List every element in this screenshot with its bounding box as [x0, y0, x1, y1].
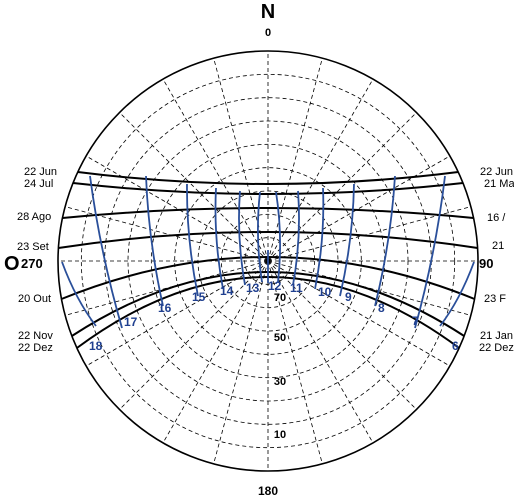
date-label-right-fev: 23 F	[484, 293, 506, 305]
azimuth-spoke	[85, 260, 269, 367]
hour-curve-10	[292, 190, 300, 286]
hour-label-13: 13	[246, 281, 260, 295]
azimuth-spoke	[267, 260, 374, 444]
hour-curve-13	[257, 191, 263, 283]
azimuth-spoke	[213, 260, 269, 464]
hour-label-11: 11	[290, 281, 303, 295]
hour-curve-9	[314, 187, 325, 290]
azimuth-spoke	[213, 58, 269, 262]
date-curve-ago	[62, 207, 474, 219]
date-label-left-out: 20 Out	[18, 293, 51, 305]
hour-curve-8	[339, 183, 355, 297]
azimuth-spoke	[267, 260, 323, 464]
date-curves	[58, 171, 478, 349]
azimuth-spoke	[267, 260, 417, 410]
date-label-right-dez: 22 Dez	[479, 342, 514, 354]
date-label-left-jun: 22 Jun	[24, 166, 57, 178]
azimuth-spoke	[162, 260, 269, 444]
date-label-left-set: 23 Set	[17, 241, 49, 253]
hour-curve-18-outer	[61, 261, 97, 327]
altitude-label-30: 30	[274, 376, 286, 388]
hour-curve-11	[275, 191, 281, 283]
date-label-left-ago: 28 Ago	[17, 211, 51, 223]
date-label-right-jan: 21 Jan	[480, 330, 513, 342]
altitude-ring	[220, 213, 316, 309]
north-letter: N	[261, 1, 275, 23]
hour-curve-14	[238, 190, 246, 286]
hour-curves	[61, 175, 475, 329]
hour-label-10: 10	[318, 285, 332, 299]
azimuth-spoke	[267, 206, 471, 262]
hour-label-17: 17	[124, 315, 138, 329]
hour-label-18: 18	[89, 339, 103, 353]
west-letter: O	[4, 253, 20, 275]
altitude-ring	[80, 73, 456, 449]
hour-curve-7	[374, 175, 396, 307]
date-curve-jul	[72, 182, 464, 195]
azimuth-spoke	[119, 112, 269, 262]
date-label-right-mar: 21	[492, 240, 504, 252]
hour-labels: 6 7 8 9 10 11 12 13 14 15 16 17 18	[89, 279, 459, 353]
east-degree-label: 90	[479, 256, 493, 271]
azimuth-spoke	[65, 206, 269, 262]
hour-label-14: 14	[220, 284, 234, 298]
azimuth-spoke	[119, 260, 269, 410]
altitude-label-70: 70	[274, 292, 286, 304]
date-label-left-dez: 22 Dez	[18, 342, 53, 354]
date-label-left-nov: 22 Nov	[18, 330, 53, 342]
horizon-circle	[57, 50, 479, 472]
hour-label-16: 16	[158, 301, 172, 315]
north-degree-label: 0	[265, 27, 271, 39]
hour-curve-15	[214, 187, 224, 290]
azimuth-spoke	[267, 78, 374, 262]
azimuth-spoke	[267, 112, 417, 262]
hour-label-7: 7	[412, 314, 419, 328]
altitude-label-10: 10	[274, 429, 286, 441]
date-label-right-abr: 16 /	[487, 212, 506, 224]
date-curve-jun	[77, 171, 459, 185]
hour-curve-17	[145, 175, 164, 307]
azimuth-spoke	[85, 155, 269, 262]
date-label-left-jul: 24 Jul	[24, 178, 53, 190]
azimuth-spoke	[162, 78, 269, 262]
hour-curve-6-outer	[439, 261, 475, 327]
hour-curve-6	[414, 175, 446, 329]
hour-curve-18	[89, 175, 123, 329]
labels: N 0 O 270 90 180 70 50 30 10 22 Jun 24 J…	[4, 1, 514, 498]
altitude-label-50: 50	[274, 332, 286, 344]
hour-label-6: 6	[452, 339, 459, 353]
date-label-right-jun: 22 Jun	[480, 166, 513, 178]
date-curve-set	[58, 231, 478, 249]
hour-label-15: 15	[192, 290, 206, 304]
hour-curve-16	[186, 183, 199, 297]
azimuth-spoke	[267, 58, 323, 262]
hour-label-12: 12	[268, 279, 282, 293]
date-label-right-mai: 21 Ma	[484, 178, 514, 190]
hour-label-9: 9	[345, 290, 352, 304]
west-degree-label: 270	[21, 256, 43, 271]
south-degree-label: 180	[258, 484, 278, 498]
hour-label-8: 8	[378, 301, 385, 315]
